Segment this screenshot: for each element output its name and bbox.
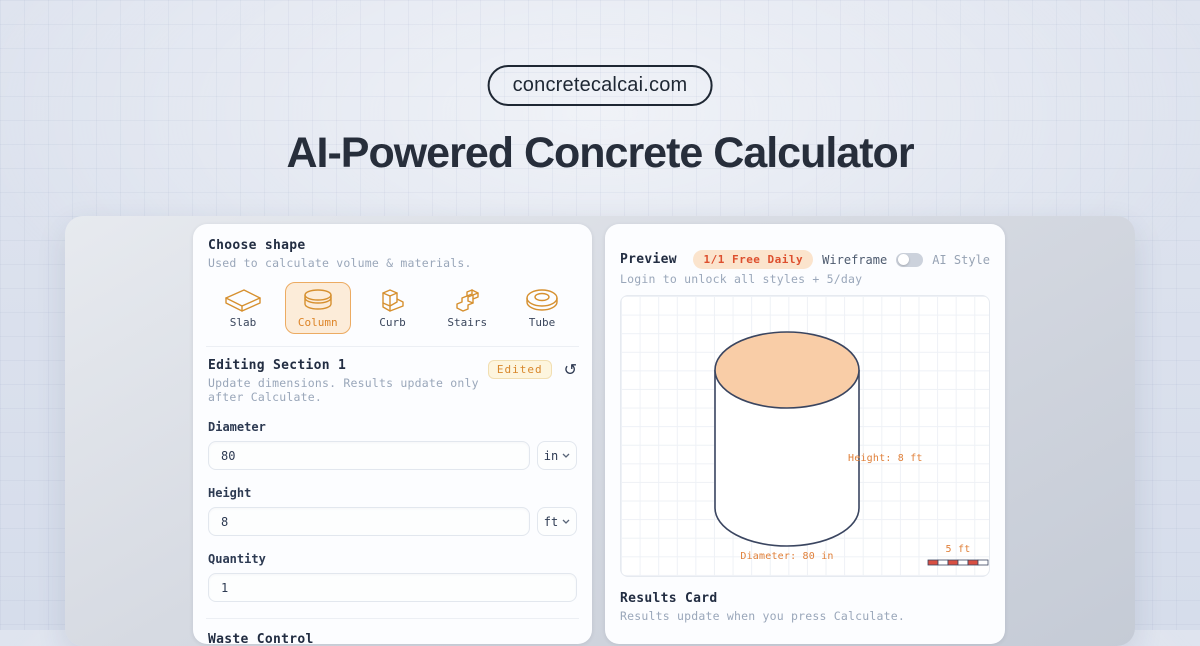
diameter-label: Diameter — [208, 420, 266, 434]
diameter-unit-select[interactable]: in — [537, 441, 577, 470]
height-unit-value: ft — [543, 514, 559, 529]
height-dimension-label: Height: 8 ft — [848, 453, 923, 464]
preview-title: Preview — [620, 252, 677, 267]
shape-label: Stairs — [447, 316, 488, 329]
free-daily-quota-badge: 1/1 Free Daily — [693, 250, 814, 269]
results-card-title: Results Card — [620, 591, 718, 606]
reset-icon[interactable]: ↺ — [563, 359, 577, 379]
tube-icon — [526, 289, 558, 311]
height-input[interactable] — [208, 507, 530, 536]
height-label: Height — [208, 486, 252, 500]
slab-icon — [225, 289, 261, 312]
edited-status-badge: Edited — [487, 360, 552, 379]
shape-button-stairs[interactable]: Stairs — [434, 282, 500, 334]
cylinder-drawing — [714, 331, 860, 547]
shape-label: Column — [297, 316, 338, 329]
choose-shape-title: Choose shape — [208, 238, 306, 253]
shape-button-tube[interactable]: Tube — [509, 282, 575, 334]
site-badge: concretecalcai.com — [487, 65, 713, 106]
shape-label: Curb — [379, 316, 406, 329]
waste-control-title: Waste Control — [208, 632, 314, 644]
quantity-label: Quantity — [208, 552, 266, 566]
stairs-icon — [456, 289, 479, 312]
shape-label: Slab — [229, 316, 257, 329]
ai-style-toggle-label[interactable]: AI Style — [932, 252, 990, 267]
diameter-input[interactable] — [208, 441, 530, 470]
diameter-unit-value: in — [543, 448, 559, 463]
divider — [206, 346, 579, 347]
curb-icon — [381, 289, 404, 312]
page-title: AI-Powered Concrete Calculator — [286, 129, 914, 177]
shape-and-inputs-panel: Choose shape Used to calculate volume & … — [193, 224, 592, 644]
shape-label: Tube — [528, 316, 556, 329]
style-toggle-switch[interactable] — [896, 252, 924, 267]
choose-shape-subtitle: Used to calculate volume & materials. — [208, 256, 472, 270]
shape-selector: Slab Column Curb Stairs — [210, 282, 575, 334]
quantity-input[interactable] — [208, 573, 577, 602]
preview-canvas: Height: 8 ft Diameter: 80 in 5 ft — [620, 295, 990, 577]
chevron-down-icon — [562, 519, 570, 524]
scale-label: 5 ft — [945, 544, 971, 555]
height-unit-select[interactable]: ft — [537, 507, 577, 536]
divider — [206, 618, 579, 619]
toggle-knob — [897, 254, 909, 265]
editing-section-title: Editing Section 1 — [208, 358, 347, 373]
preview-login-hint: Login to unlock all styles + 5/day — [620, 272, 863, 286]
chevron-down-icon — [562, 453, 570, 458]
wireframe-toggle-label[interactable]: Wireframe — [822, 252, 888, 267]
preview-panel: Preview 1/1 Free Daily Wireframe AI Styl… — [605, 224, 1005, 644]
editing-section-subtitle: Update dimensions. Results update only a… — [208, 376, 479, 404]
shape-button-curb[interactable]: Curb — [360, 282, 426, 334]
shape-button-column[interactable]: Column — [284, 282, 351, 334]
diameter-dimension-label: Diameter: 80 in — [740, 551, 834, 562]
results-card-subtitle: Results update when you press Calculate. — [620, 609, 905, 623]
column-icon — [304, 289, 332, 310]
shape-button-slab[interactable]: Slab — [210, 282, 276, 334]
scale-bar — [927, 559, 989, 566]
